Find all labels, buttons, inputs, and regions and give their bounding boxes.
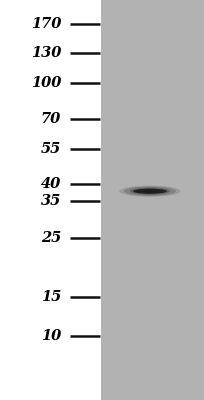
Ellipse shape xyxy=(142,190,157,192)
Ellipse shape xyxy=(136,189,164,194)
Text: 15: 15 xyxy=(41,290,61,304)
Text: 10: 10 xyxy=(41,329,61,343)
Text: 35: 35 xyxy=(41,194,61,208)
Text: 100: 100 xyxy=(31,76,61,90)
Ellipse shape xyxy=(133,189,167,194)
Text: 40: 40 xyxy=(41,177,61,191)
Ellipse shape xyxy=(119,186,181,197)
Ellipse shape xyxy=(124,186,176,196)
Bar xyxy=(101,0,204,400)
Text: 55: 55 xyxy=(41,142,61,156)
Text: 170: 170 xyxy=(31,17,61,31)
Ellipse shape xyxy=(130,188,170,195)
Text: 25: 25 xyxy=(41,231,61,245)
Text: 130: 130 xyxy=(31,46,61,60)
Text: 70: 70 xyxy=(41,112,61,126)
